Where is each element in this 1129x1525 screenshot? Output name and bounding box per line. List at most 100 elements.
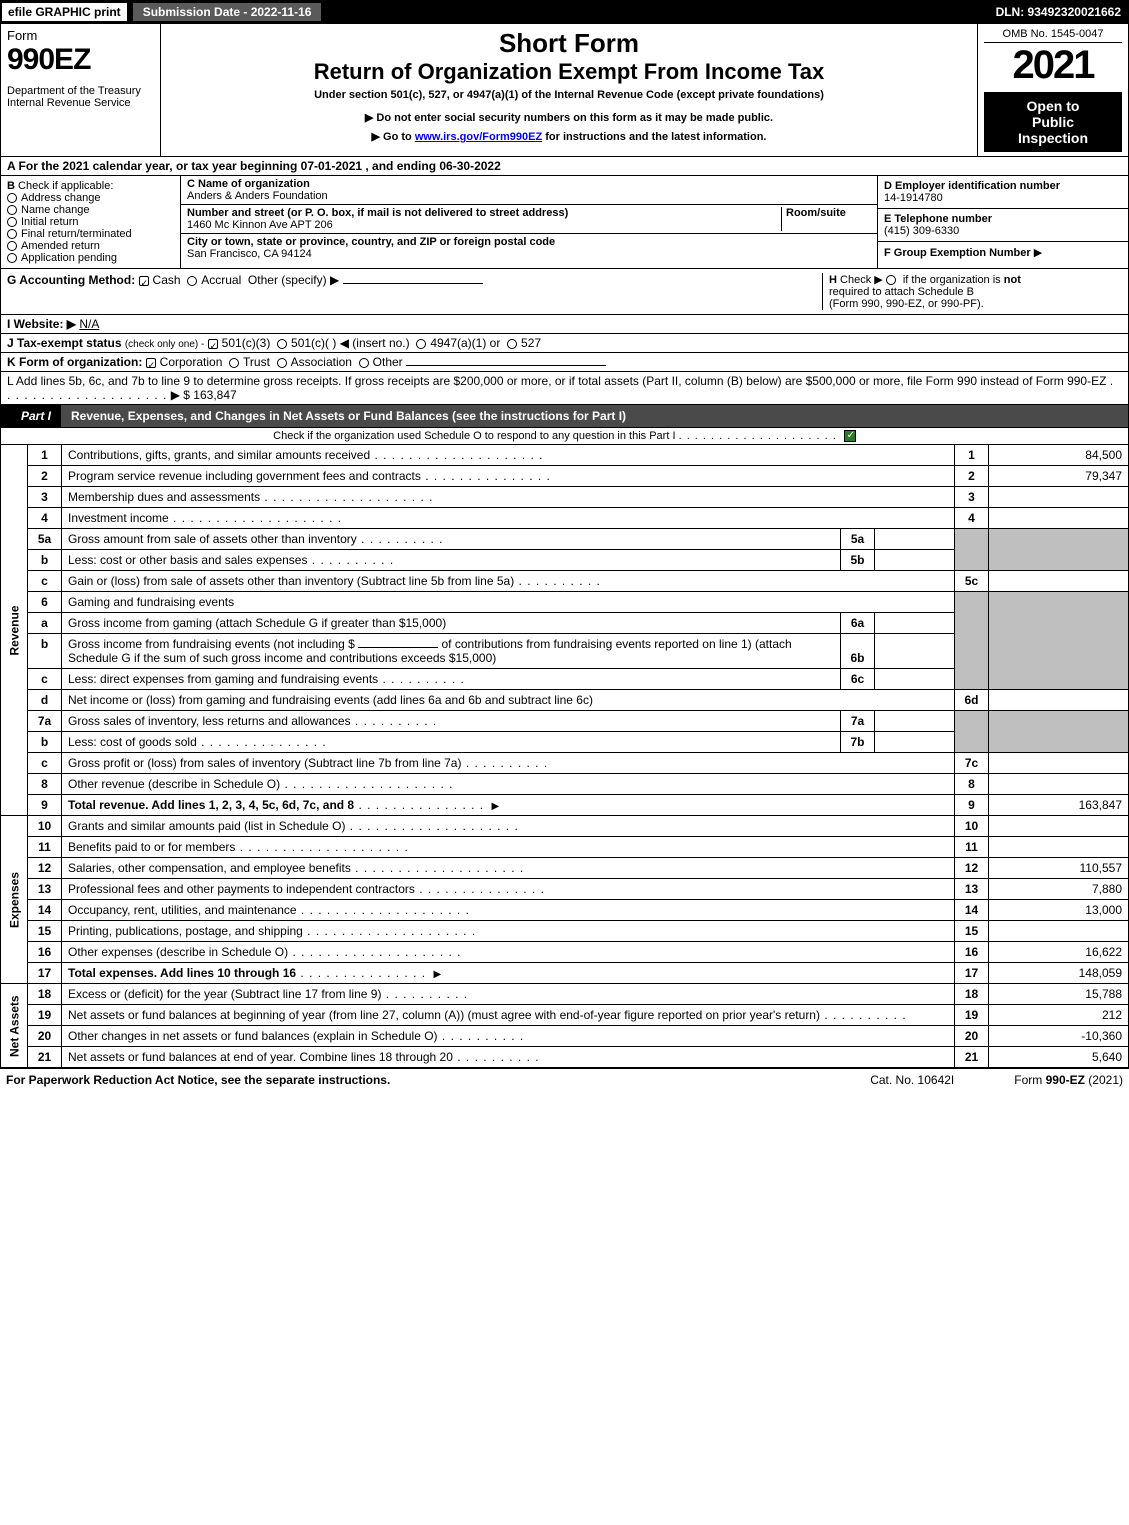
opt-501c: 501(c)( ) <box>291 336 336 350</box>
checkbox-amended-return[interactable] <box>7 241 17 251</box>
line-8: 8 Other revenue (describe in Schedule O)… <box>1 774 1129 795</box>
l4-num: 4 <box>28 508 62 529</box>
checkbox-initial-return[interactable] <box>7 217 17 227</box>
line-17: 17 Total expenses. Add lines 10 through … <box>1 963 1129 984</box>
l16-num: 16 <box>28 942 62 963</box>
open-to-public: Open to Public Inspection <box>984 92 1122 152</box>
line-19: 19 Net assets or fund balances at beginn… <box>1 1005 1129 1026</box>
l6d-ln: 6d <box>955 690 989 711</box>
l6b-num: b <box>28 634 62 669</box>
part-1-header: Part I Revenue, Expenses, and Changes in… <box>0 405 1129 428</box>
line-5a: 5a Gross amount from sale of assets othe… <box>1 529 1129 550</box>
line-6: 6 Gaming and fundraising events <box>1 592 1129 613</box>
l15-desc: Printing, publications, postage, and shi… <box>68 924 303 938</box>
line-14: 14 Occupancy, rent, utilities, and maint… <box>1 900 1129 921</box>
checkbox-501c[interactable] <box>277 339 287 349</box>
checkbox-4947[interactable] <box>416 339 426 349</box>
l9-num: 9 <box>28 795 62 816</box>
l5c-amt <box>989 571 1129 592</box>
checkbox-cash[interactable] <box>139 276 149 286</box>
grey-5ab-amt <box>989 529 1129 571</box>
line-21: 21 Net assets or fund balances at end of… <box>1 1047 1129 1068</box>
h-text4: (Form 990, 990-EZ, or 990-PF). <box>829 298 984 310</box>
checkbox-address-change[interactable] <box>7 193 17 203</box>
l14-desc: Occupancy, rent, utilities, and maintena… <box>68 903 297 917</box>
l7b-desc: Less: cost of goods sold <box>68 735 197 749</box>
open-line3: Inspection <box>988 130 1118 146</box>
checkbox-corporation[interactable] <box>146 358 156 368</box>
l-amt: 163,847 <box>193 388 236 402</box>
l6b-desc1: Gross income from fundraising events (no… <box>68 637 355 651</box>
phone-label: E Telephone number <box>884 213 992 225</box>
ein-value: 14-1914780 <box>884 192 943 204</box>
page-footer: For Paperwork Reduction Act Notice, see … <box>0 1068 1129 1091</box>
l5a-num: 5a <box>28 529 62 550</box>
checkbox-h[interactable] <box>886 275 896 285</box>
opt-corporation: Corporation <box>160 355 223 369</box>
line-3: 3 Membership dues and assessments 3 <box>1 487 1129 508</box>
form-ref-post: (2021) <box>1085 1073 1123 1087</box>
l21-ln: 21 <box>955 1047 989 1068</box>
l4-ln: 4 <box>955 508 989 529</box>
checkbox-name-change[interactable] <box>7 205 17 215</box>
h-not: not <box>1004 274 1021 286</box>
schedule-o-check-text: Check if the organization used Schedule … <box>273 430 675 442</box>
l10-num: 10 <box>28 816 62 837</box>
grey-5ab <box>955 529 989 571</box>
l1-num: 1 <box>28 445 62 466</box>
street-label: Number and street (or P. O. box, if mail… <box>187 207 781 219</box>
form-ref-pre: Form <box>1014 1073 1045 1087</box>
l6a-num: a <box>28 613 62 634</box>
opt-name-change: Name change <box>21 204 90 216</box>
l7c-amt <box>989 753 1129 774</box>
h-check-text: Check ▶ <box>840 274 883 286</box>
l5a-in: 5a <box>841 529 875 550</box>
l14-ln: 14 <box>955 900 989 921</box>
city-label: City or town, state or province, country… <box>187 236 871 248</box>
row-i-website: I Website: ▶ N/A <box>0 315 1129 334</box>
opt-trust: Trust <box>243 355 270 369</box>
l20-desc: Other changes in net assets or fund bala… <box>68 1029 438 1043</box>
checkbox-trust[interactable] <box>229 358 239 368</box>
submission-date: Submission Date - 2022-11-16 <box>133 3 322 21</box>
checkbox-association[interactable] <box>277 358 287 368</box>
l17-ln: 17 <box>955 963 989 984</box>
l12-ln: 12 <box>955 858 989 879</box>
l16-desc: Other expenses (describe in Schedule O) <box>68 945 288 959</box>
l6a-desc: Gross income from gaming (attach Schedul… <box>62 613 841 634</box>
efile-print-label[interactable]: efile GRAPHIC print <box>2 3 127 21</box>
header-left: Form 990EZ Department of the Treasury In… <box>1 24 161 156</box>
h-text3: required to attach Schedule B <box>829 286 974 298</box>
form-word: Form <box>7 28 154 43</box>
short-form-title: Short Form <box>171 28 967 59</box>
checkbox-final-return[interactable] <box>7 229 17 239</box>
part-1-label: Part I <box>1 405 61 427</box>
checkbox-accrual[interactable] <box>187 276 197 286</box>
l6d-desc: Net income or (loss) from gaming and fun… <box>62 690 955 711</box>
goto-post: for instructions and the latest informat… <box>542 131 766 143</box>
line-11: 11 Benefits paid to or for members 11 <box>1 837 1129 858</box>
line-9: 9 Total revenue. Add lines 1, 2, 3, 4, 5… <box>1 795 1129 816</box>
l19-desc: Net assets or fund balances at beginning… <box>68 1008 820 1022</box>
j-sub: (check only one) - <box>125 339 204 350</box>
irs-label: Internal Revenue Service <box>7 97 154 109</box>
cat-no: Cat. No. 10642I <box>870 1073 954 1087</box>
l7c-ln: 7c <box>955 753 989 774</box>
header-right: OMB No. 1545-0047 2021 Open to Public In… <box>978 24 1128 156</box>
checkbox-application-pending[interactable] <box>7 253 17 263</box>
checkbox-501c3[interactable] <box>208 339 218 349</box>
checkbox-schedule-o[interactable] <box>844 430 856 442</box>
line-16: 16 Other expenses (describe in Schedule … <box>1 942 1129 963</box>
line-7a: 7a Gross sales of inventory, less return… <box>1 711 1129 732</box>
website-label: I Website: ▶ <box>7 317 76 331</box>
checkbox-other-org[interactable] <box>359 358 369 368</box>
l10-ln: 10 <box>955 816 989 837</box>
line-1: Revenue 1 Contributions, gifts, grants, … <box>1 445 1129 466</box>
irs-link[interactable]: www.irs.gov/Form990EZ <box>415 131 542 143</box>
l19-ln: 19 <box>955 1005 989 1026</box>
l5b-desc: Less: cost or other basis and sales expe… <box>68 553 307 567</box>
under-section: Under section 501(c), 527, or 4947(a)(1)… <box>171 89 967 101</box>
l5b-inval <box>875 550 955 571</box>
l8-ln: 8 <box>955 774 989 795</box>
checkbox-527[interactable] <box>507 339 517 349</box>
